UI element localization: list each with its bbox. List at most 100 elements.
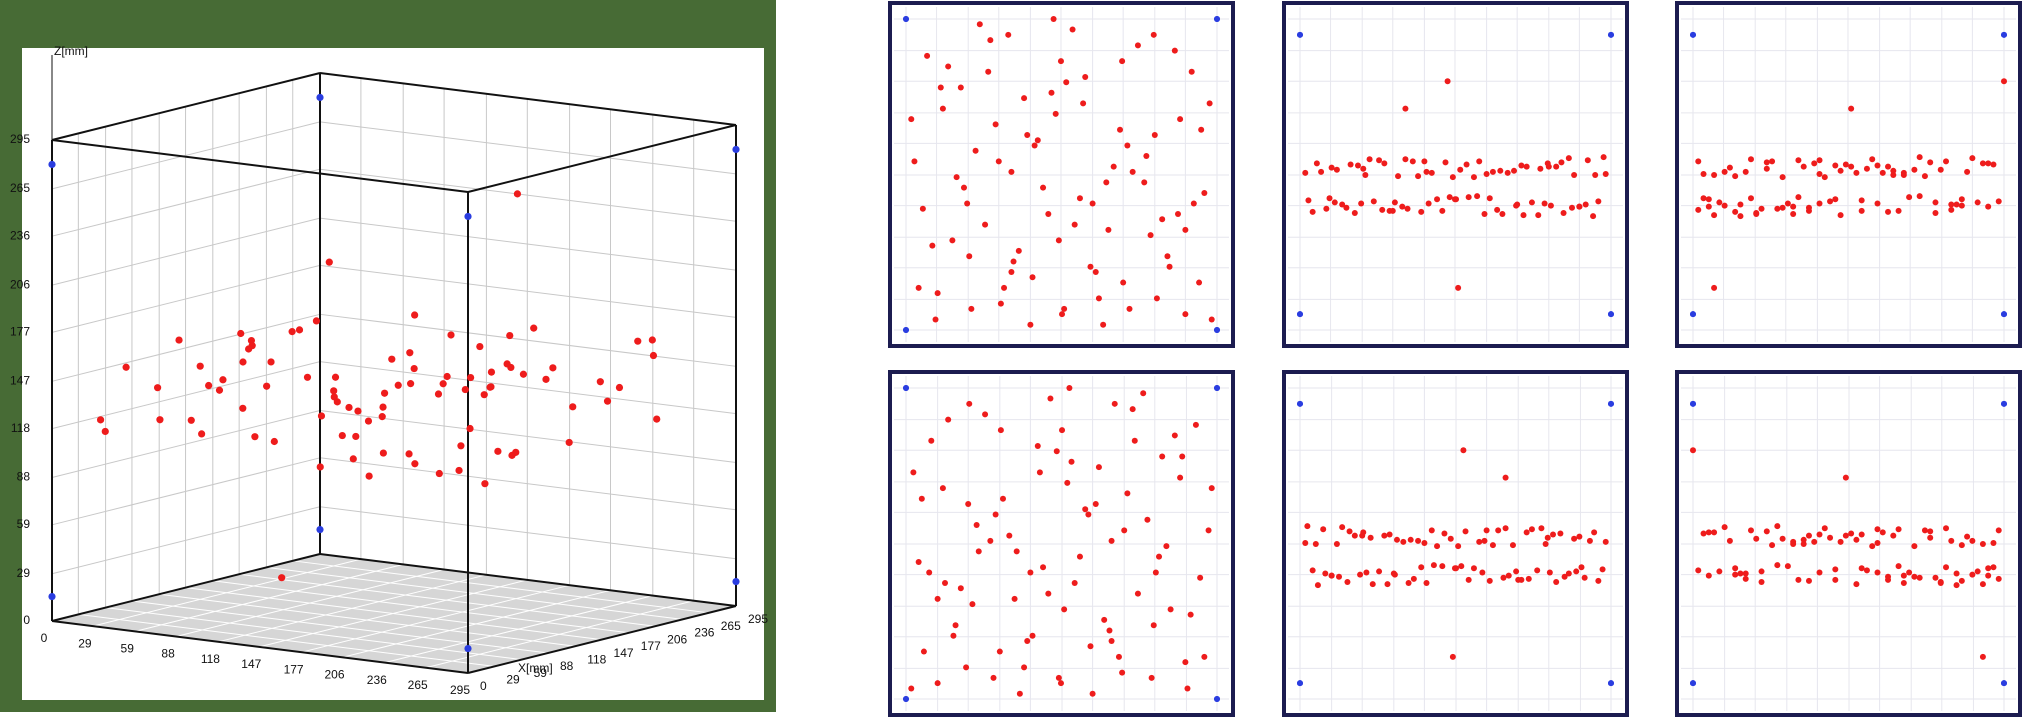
data-point [1774, 562, 1781, 569]
data-point [1837, 167, 1844, 174]
data-point [1937, 166, 1944, 173]
data-point [1458, 563, 1465, 570]
data-point [1721, 168, 1728, 175]
data-point [1932, 199, 1939, 206]
data-point [569, 403, 577, 411]
data-point [1313, 160, 1320, 167]
data-point [1763, 528, 1770, 535]
data-point [1119, 669, 1126, 676]
data-point [565, 438, 573, 447]
data-point [1318, 168, 1325, 175]
data-point [1008, 269, 1015, 276]
data-point [1455, 543, 1462, 550]
data-point [1354, 162, 1361, 169]
data-point [1336, 573, 1343, 580]
grid-line [319, 168, 737, 222]
data-point [957, 585, 964, 592]
data-point [929, 242, 936, 249]
data-point [1150, 622, 1157, 629]
data-point [1784, 563, 1791, 570]
data-point [1188, 68, 1195, 75]
data-point [1184, 685, 1191, 692]
data-point [1916, 574, 1923, 581]
grid-line [51, 506, 321, 575]
data-point [1795, 576, 1802, 583]
data-point [1360, 165, 1367, 172]
data-point [1509, 542, 1516, 549]
data-point [1205, 527, 1212, 534]
data-point [1410, 575, 1417, 582]
data-point [1948, 206, 1955, 213]
data-point [1451, 196, 1458, 203]
data-point [1690, 31, 1696, 38]
data-point [1726, 164, 1733, 171]
data-point [2001, 31, 2007, 38]
y-tick-label: 147 [614, 646, 634, 660]
data-point [1297, 31, 1303, 38]
data-point [1848, 105, 1855, 112]
data-point [1837, 538, 1844, 545]
data-point [1711, 172, 1718, 179]
data-point [1911, 166, 1918, 173]
data-point [1418, 564, 1425, 571]
data-point [1449, 174, 1456, 181]
data-point [1024, 131, 1031, 138]
box-edge [51, 553, 321, 622]
data-point [1393, 536, 1400, 543]
data-point [1927, 534, 1934, 541]
data-point [1164, 253, 1171, 260]
box-edge [467, 124, 737, 193]
data-point [503, 360, 511, 368]
data-point [1747, 195, 1754, 202]
data-point [1390, 570, 1397, 577]
data-point [1439, 563, 1446, 570]
data-point [1821, 525, 1828, 532]
axis-label: Z[mm] [54, 44, 88, 58]
data-point [345, 403, 353, 412]
data-point [934, 680, 941, 687]
data-point [1367, 534, 1374, 541]
data-point [1476, 158, 1483, 165]
data-point [1134, 42, 1141, 49]
data-point [1082, 506, 1089, 513]
data-point [316, 463, 324, 471]
data-point [1932, 574, 1939, 581]
data-point [937, 84, 944, 91]
data-point [1171, 47, 1178, 54]
grid-line [319, 361, 737, 415]
z-tick-label: 88 [17, 470, 31, 484]
data-point [1553, 578, 1560, 585]
data-point [908, 685, 915, 692]
data-point [1742, 168, 1749, 175]
data-point [447, 331, 455, 339]
data-point [1363, 569, 1370, 576]
data-point [1100, 321, 1107, 328]
data-point [1470, 565, 1477, 572]
data-point [1481, 211, 1488, 218]
data-point [1816, 569, 1823, 576]
data-point [1076, 195, 1083, 202]
data-point [1415, 537, 1422, 544]
data-point [992, 511, 999, 518]
data-point [303, 373, 312, 381]
data-point [903, 327, 909, 333]
data-point [1103, 179, 1110, 186]
z-tick-label: 59 [17, 517, 31, 531]
data-point [1608, 311, 1614, 318]
box-edge [467, 605, 737, 674]
data-point [1362, 172, 1369, 179]
data-point [1853, 536, 1860, 543]
data-point [1602, 538, 1609, 545]
data-point [549, 364, 557, 372]
data-point [1156, 553, 1163, 560]
data-point [1059, 311, 1066, 318]
data-point [908, 116, 915, 123]
data-point [379, 403, 387, 411]
data-point [1489, 168, 1496, 175]
data-point [972, 147, 979, 154]
data-point [957, 84, 964, 91]
data-point [990, 674, 997, 681]
data-point [248, 342, 256, 350]
data-point [1753, 535, 1760, 542]
